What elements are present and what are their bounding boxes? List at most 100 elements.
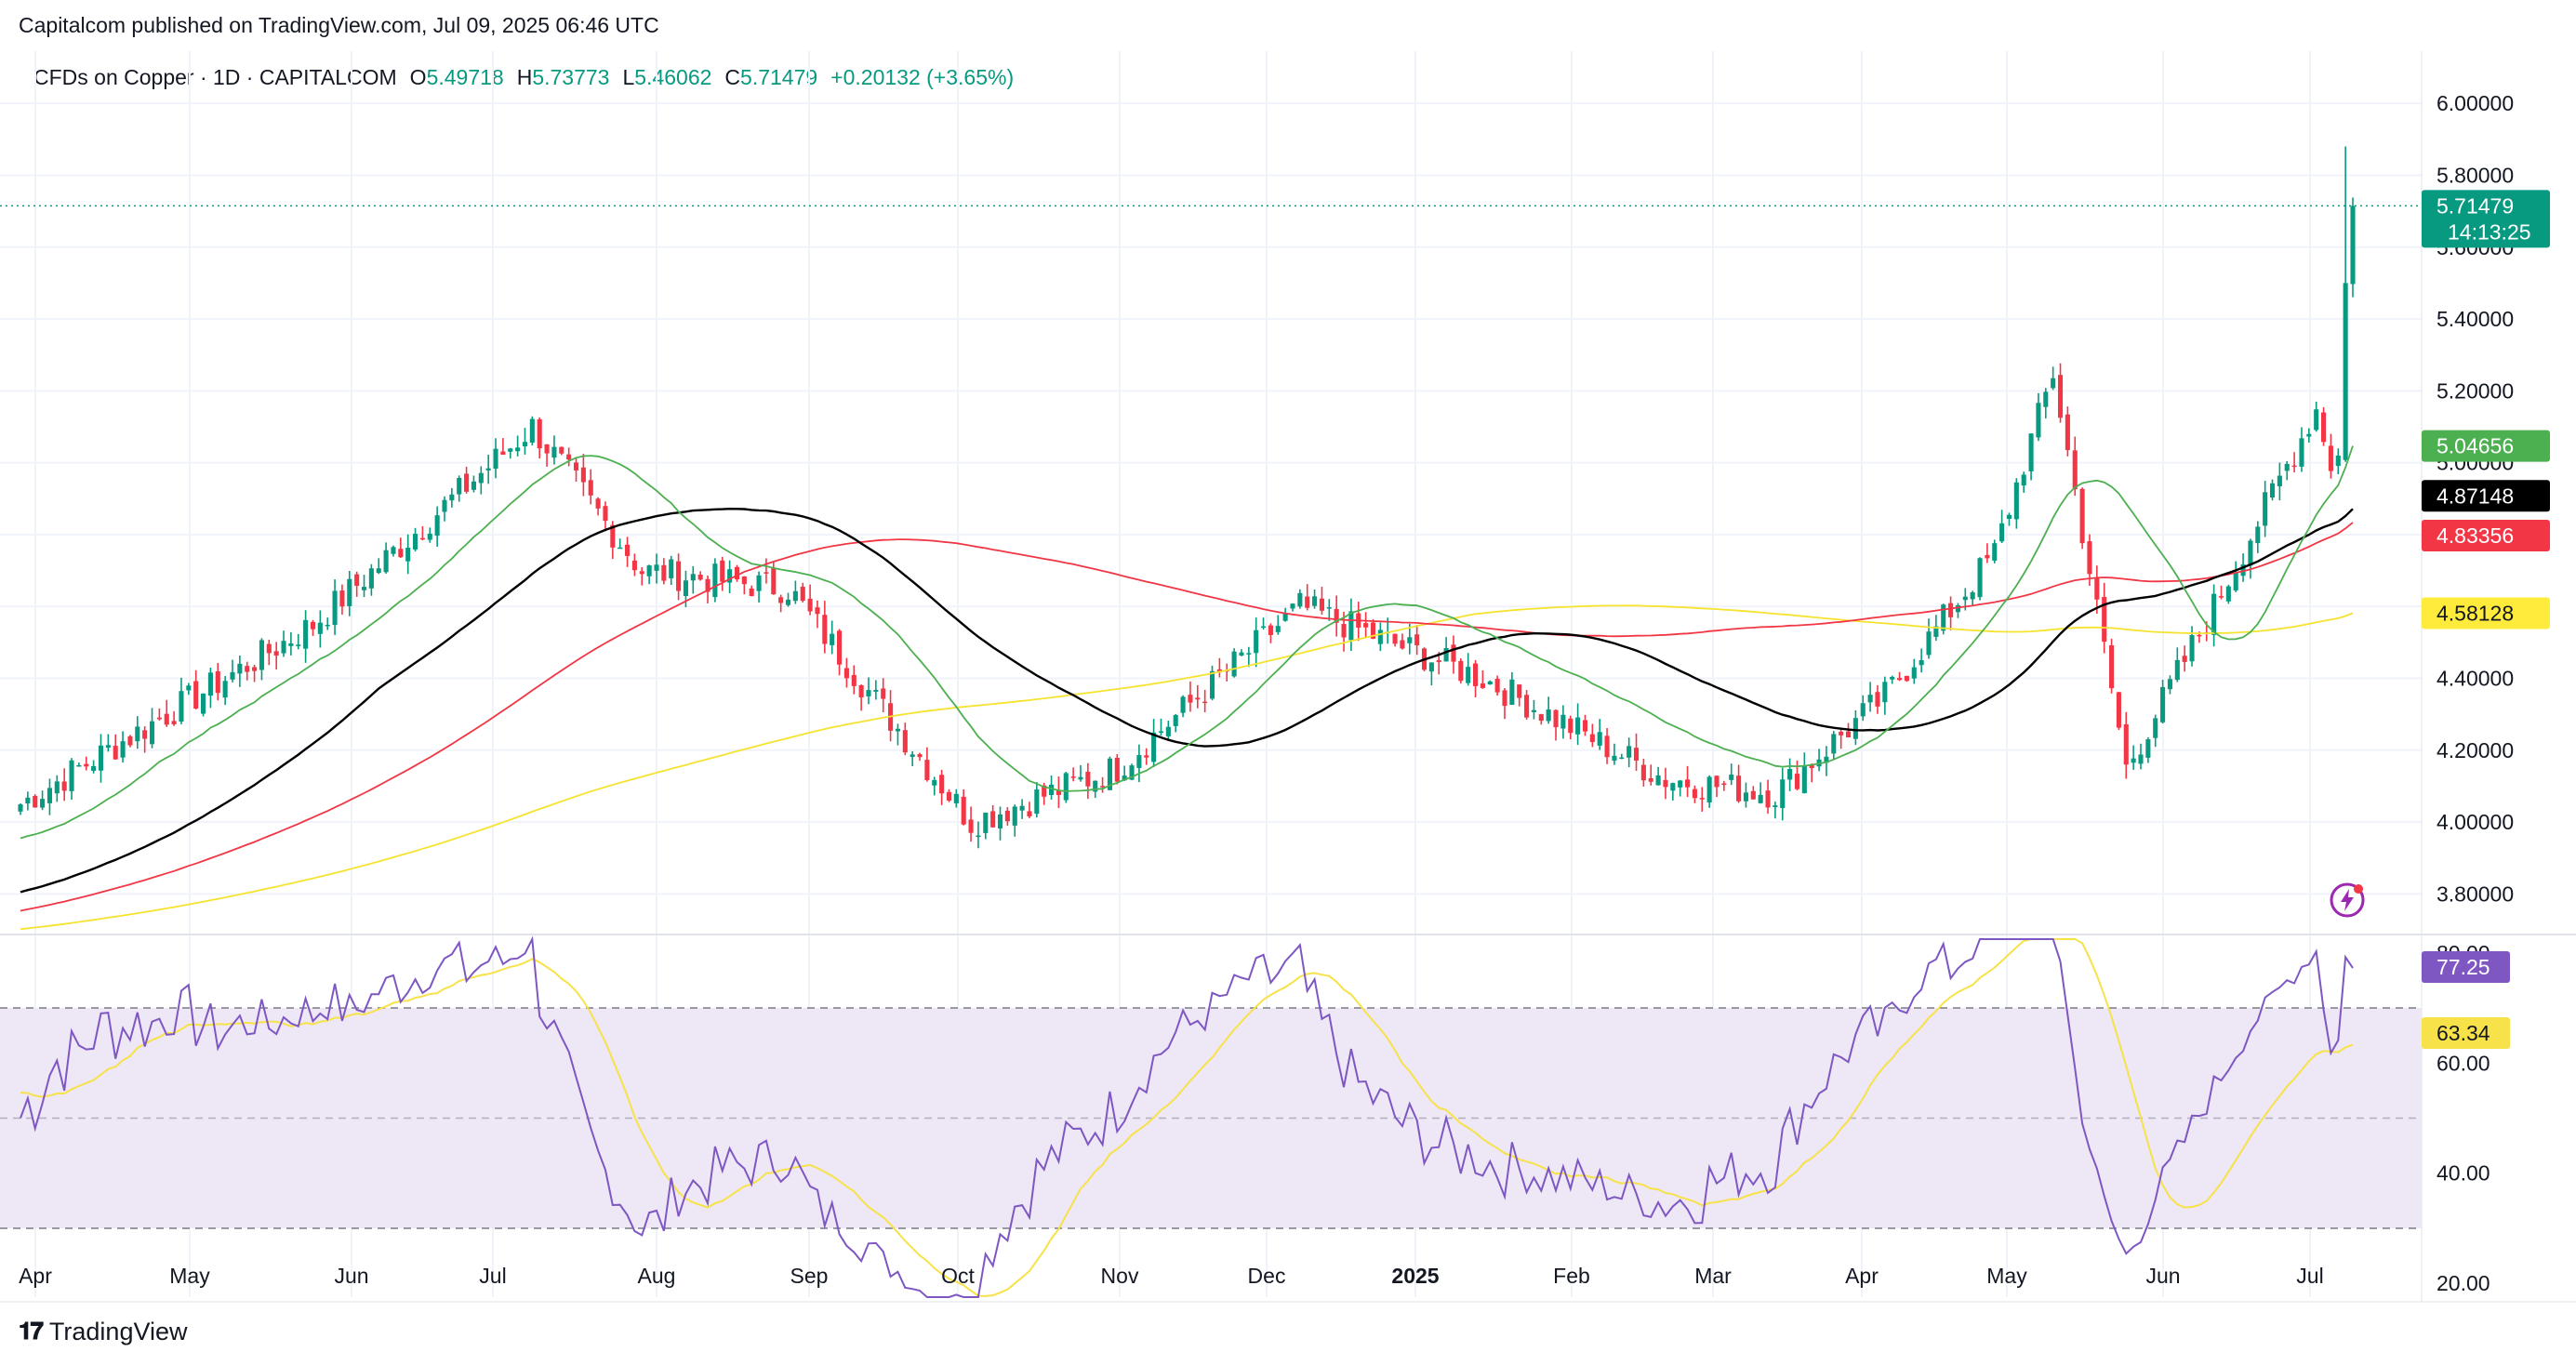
candle-body	[603, 506, 608, 522]
candle-body	[2021, 474, 2026, 486]
time-tick-label: Sep	[790, 1264, 829, 1288]
candle-body	[953, 793, 959, 803]
candle-body	[2131, 758, 2136, 763]
candle-body	[1027, 811, 1032, 816]
low-label: L	[622, 65, 635, 89]
candle-body	[1275, 626, 1281, 632]
candle-body	[237, 663, 243, 674]
candle-body	[1107, 758, 1112, 790]
candle-body	[2138, 754, 2144, 764]
candle-body	[113, 746, 118, 760]
price-tick-label: 5.40000	[2437, 307, 2514, 331]
candle-body	[1334, 608, 1339, 623]
candle-body	[2291, 465, 2297, 468]
candle-body	[449, 494, 455, 501]
candle-body	[1078, 776, 1083, 780]
candle-body	[142, 730, 148, 739]
candle-body	[368, 568, 374, 589]
candle-body	[1663, 779, 1668, 788]
time-tick-label: Jun	[334, 1264, 368, 1288]
candle-body	[785, 599, 791, 605]
candle-body	[288, 643, 294, 646]
candle-body	[1502, 690, 1507, 707]
candle-body	[2255, 526, 2261, 544]
candle-body	[1706, 776, 1712, 803]
candle-body	[296, 644, 301, 646]
candle-body	[866, 690, 871, 696]
time-tick-label: Apr	[1845, 1264, 1879, 1288]
publisher-header: Capitalcom published on TradingView.com,…	[19, 13, 659, 37]
candle-body	[1414, 634, 1420, 645]
candle-body	[851, 674, 856, 686]
candle-body	[207, 672, 213, 696]
time-tick-label: Feb	[1553, 1264, 1590, 1288]
candle-body	[354, 574, 360, 587]
candle-body	[1400, 640, 1405, 649]
candle-body	[1597, 732, 1602, 746]
candle-body	[1714, 775, 1720, 788]
candle-body	[405, 548, 411, 562]
candle-body	[1122, 775, 1127, 781]
candle-body	[61, 781, 67, 791]
candle-body	[1619, 757, 1625, 760]
open-label: O	[409, 65, 427, 89]
candle-body	[712, 563, 718, 598]
candle-body	[2299, 438, 2304, 467]
candle-body	[2189, 635, 2195, 662]
symbol-title[interactable]: CFDs on Copper · 1D · CAPITALCOM	[33, 65, 397, 89]
candle-body	[1480, 683, 1485, 688]
candle-body	[54, 781, 60, 794]
candle-body	[1985, 554, 1990, 559]
candle-body	[1919, 660, 1924, 666]
candle-body	[1852, 718, 1858, 739]
candle-body	[2123, 723, 2129, 765]
candle-body	[434, 515, 440, 537]
candle-body	[1729, 775, 1734, 780]
price-tick-label: 5.20000	[2437, 378, 2514, 403]
candle-body	[259, 640, 264, 670]
candle-body	[1765, 790, 1771, 808]
rsi-badge: 77.25	[2437, 955, 2490, 979]
candle-body	[764, 572, 769, 574]
candle-body	[976, 835, 981, 838]
candle-body	[427, 533, 432, 540]
candle-body	[1911, 667, 1917, 679]
candle-body	[551, 446, 557, 458]
candle-body	[983, 812, 989, 833]
candle-body	[1326, 607, 1332, 609]
time-tick-label: Jul	[479, 1264, 506, 1288]
candle-body	[1034, 789, 1040, 815]
candle-body	[756, 575, 762, 591]
rsi-tick-label: 40.00	[2437, 1161, 2490, 1186]
candle-body	[245, 666, 250, 672]
candle-body	[317, 622, 323, 634]
flash-icon[interactable]	[2329, 881, 2366, 919]
candle-body	[1158, 731, 1164, 733]
candle-body	[2335, 455, 2341, 467]
candle-body	[1721, 783, 1727, 786]
candle-body	[610, 524, 616, 548]
candle-body	[1202, 701, 1208, 704]
candle-body	[2094, 578, 2100, 600]
candle-body	[1962, 596, 1968, 601]
candle-body	[1999, 523, 2005, 542]
time-tick-label: Oct	[941, 1264, 975, 1288]
candle-body	[566, 454, 572, 460]
candle-body	[156, 717, 162, 720]
tradingview-brand: TradingView	[48, 1317, 188, 1345]
candle-body	[398, 549, 404, 558]
candle-body	[946, 791, 952, 802]
candle-body	[2321, 412, 2327, 443]
candle-body	[1049, 784, 1055, 795]
candle-body	[1290, 603, 1295, 609]
time-tick-label: Nov	[1101, 1264, 1139, 1288]
candle-body	[40, 799, 46, 808]
candle-body	[1612, 755, 1617, 762]
candle-body	[25, 797, 31, 804]
close-value: 5.71479	[740, 65, 818, 89]
candle-body	[2065, 414, 2070, 451]
candle-body	[493, 448, 498, 470]
ma100-badge: 4.83356	[2437, 523, 2514, 548]
candle-body	[858, 685, 864, 698]
